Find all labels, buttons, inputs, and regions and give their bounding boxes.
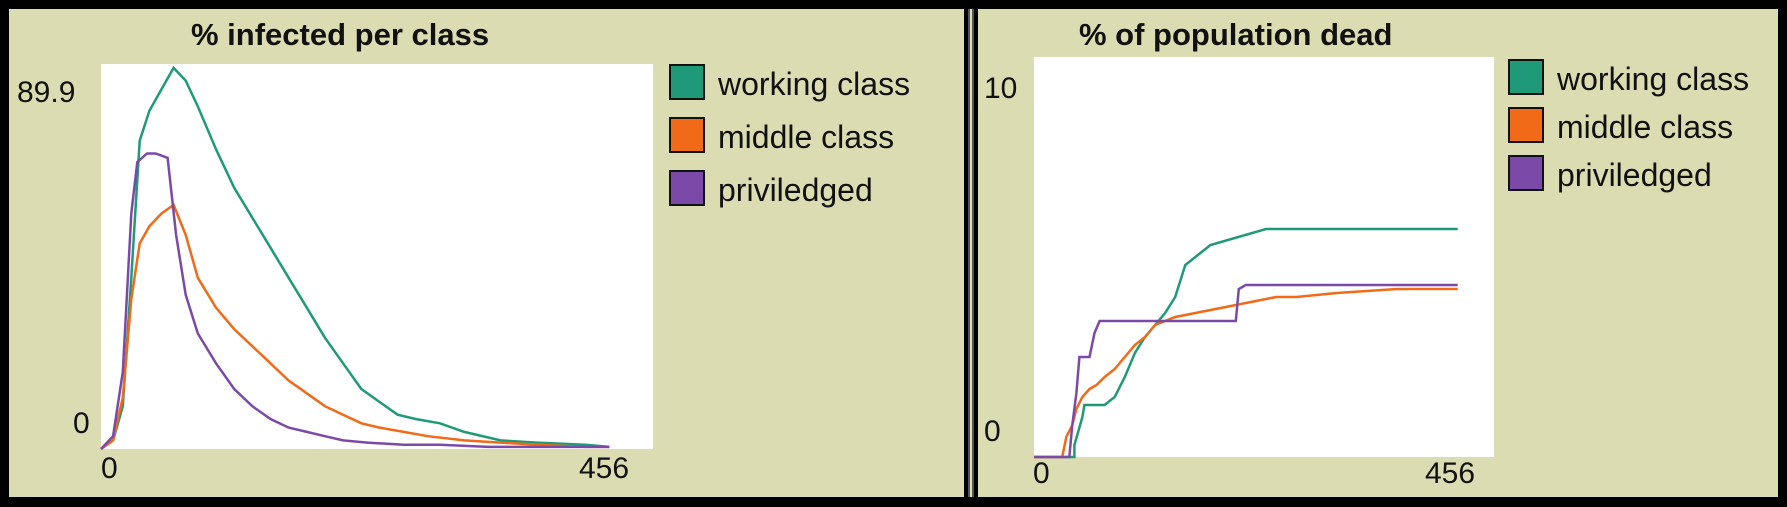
legend-label: middle class <box>718 119 895 155</box>
plot-title: % of population dead <box>1079 17 1393 52</box>
dead-plot-panel: % of population dead 10 0 0 456 working … <box>978 9 1778 497</box>
plot-area <box>100 64 653 451</box>
series-line-working-class <box>100 65 610 451</box>
legend-swatch <box>669 117 705 153</box>
x-min-tick-label: 0 <box>1033 457 1050 490</box>
plot-area <box>1034 57 1494 459</box>
y-min-tick-label: 0 <box>73 407 90 440</box>
legend-label: priviledged <box>718 172 873 208</box>
legend-label: working class <box>718 66 911 102</box>
x-max-tick-label: 456 <box>1425 457 1476 490</box>
x-min-tick-label: 0 <box>101 452 118 485</box>
chart-svg <box>100 65 610 451</box>
legend-swatch <box>1508 107 1544 143</box>
y-max-tick-label: 89.9 <box>17 76 76 109</box>
legend-swatch <box>1508 155 1544 191</box>
panel-divider <box>968 9 974 497</box>
plot-title: % infected per class <box>191 17 490 52</box>
legend-swatch <box>669 64 705 100</box>
legend-swatch <box>1508 59 1544 95</box>
legend-label: working class <box>1557 61 1750 97</box>
series-line-priviledged <box>1034 283 1458 459</box>
y-min-tick-label: 0 <box>984 415 1001 448</box>
infected-plot-panel: % infected per class 89.9 0 0 456 workin… <box>9 9 964 497</box>
legend-label: middle class <box>1557 109 1734 145</box>
legend-label: priviledged <box>1557 157 1712 193</box>
y-max-tick-label: 10 <box>984 72 1018 105</box>
series-line-middle-class <box>100 202 610 451</box>
series-line-working-class <box>1034 227 1458 459</box>
series-line-priviledged <box>100 152 610 450</box>
chart-svg <box>1034 227 1458 459</box>
legend-swatch <box>669 170 705 206</box>
x-max-tick-label: 456 <box>579 452 630 485</box>
series-line-middle-class <box>1034 287 1458 459</box>
